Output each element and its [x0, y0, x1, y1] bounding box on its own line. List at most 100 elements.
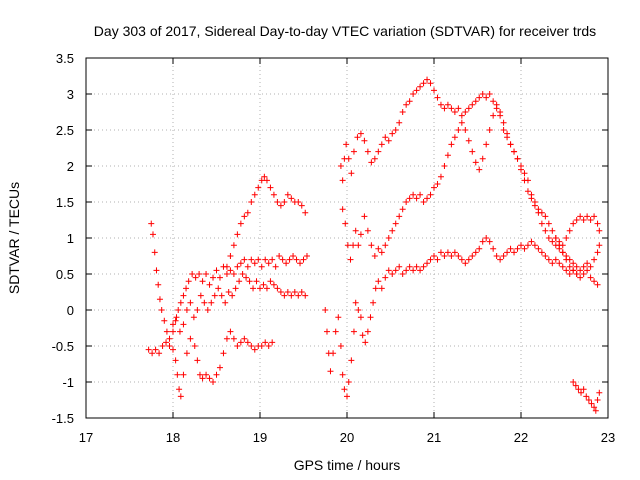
data-point: [300, 256, 307, 263]
data-point: [227, 267, 234, 274]
y-tick-label: 3.5: [56, 51, 74, 66]
data-point: [270, 191, 277, 198]
data-point: [148, 220, 155, 227]
data-point: [286, 256, 293, 263]
data-point: [472, 159, 479, 166]
data-point: [234, 343, 241, 349]
data-point: [166, 335, 173, 342]
data-point: [277, 202, 284, 209]
data-point: [389, 227, 396, 234]
data-point: [260, 281, 267, 288]
x-tick-label: 21: [427, 430, 441, 445]
data-point: [203, 271, 210, 277]
data-point: [462, 127, 469, 133]
data-point: [385, 267, 392, 274]
data-point: [267, 278, 274, 285]
data-point: [585, 397, 592, 403]
data-point: [355, 307, 362, 313]
data-point: [535, 206, 542, 213]
data-point: [274, 199, 281, 205]
data-point: [199, 278, 206, 285]
data-point: [189, 271, 196, 277]
data-point: [350, 328, 357, 335]
data-point: [262, 339, 269, 346]
y-tick-label: 3: [67, 87, 74, 102]
data-point: [490, 245, 497, 252]
data-point: [223, 335, 230, 342]
data-point: [227, 328, 234, 335]
data-point: [344, 393, 350, 400]
data-point: [596, 227, 603, 234]
data-point: [577, 267, 584, 274]
data-point: [382, 134, 389, 141]
data-point: [223, 263, 230, 270]
x-tick-label: 20: [340, 430, 354, 445]
y-tick-label: 1.5: [56, 195, 74, 210]
data-point: [378, 249, 385, 256]
data-point: [396, 263, 403, 270]
data-point: [196, 371, 203, 378]
data-point: [257, 285, 263, 292]
data-point: [337, 163, 344, 169]
data-point: [406, 98, 413, 105]
data-point: [594, 281, 601, 288]
data-point: [385, 235, 392, 241]
data-point: [163, 339, 170, 346]
data-point: [303, 253, 310, 259]
data-point: [399, 271, 406, 277]
data-point: [230, 242, 237, 249]
data-point: [427, 191, 434, 198]
data-point: [185, 278, 192, 285]
data-point: [176, 328, 183, 335]
data-point: [528, 195, 535, 202]
data-point: [566, 271, 573, 277]
data-point: [223, 271, 230, 277]
data-point: [434, 181, 441, 187]
x-tick-label: 18: [166, 430, 180, 445]
data-point: [196, 271, 203, 277]
data-point: [573, 263, 580, 270]
data-point: [420, 80, 427, 87]
data-point: [352, 299, 359, 306]
data-point: [572, 382, 579, 389]
data-point: [444, 101, 451, 108]
y-tick-label: 0.5: [56, 267, 74, 282]
data-point: [504, 249, 511, 256]
data-point: [592, 407, 599, 414]
data-point: [243, 274, 250, 281]
data-point: [591, 256, 598, 263]
data-point: [215, 285, 222, 292]
data-point: [204, 307, 211, 313]
data-point: [392, 127, 399, 133]
data-point: [455, 253, 462, 259]
data-point: [431, 184, 437, 191]
data-point: [431, 253, 437, 259]
data-point: [177, 299, 184, 306]
data-point: [417, 191, 424, 198]
data-point: [441, 163, 448, 169]
data-point: [288, 292, 295, 299]
data-point: [173, 314, 180, 321]
data-points: [145, 76, 603, 414]
data-point: [159, 343, 166, 349]
data-point: [490, 112, 497, 119]
data-point: [469, 101, 476, 108]
data-point: [298, 289, 305, 295]
data-point: [145, 346, 152, 353]
data-point: [230, 271, 237, 277]
data-point: [368, 159, 375, 166]
data-point: [591, 404, 598, 411]
data-point: [573, 271, 580, 277]
data-point: [343, 141, 350, 148]
data-point: [229, 292, 236, 299]
data-point: [216, 364, 223, 371]
data-point: [370, 299, 377, 306]
data-point: [192, 274, 199, 281]
data-point: [345, 155, 352, 162]
data-point: [335, 314, 342, 321]
data-point: [302, 209, 309, 216]
axis-ticks: [85, 57, 609, 419]
data-point: [220, 350, 227, 357]
data-point: [420, 199, 427, 205]
data-point: [420, 263, 427, 270]
